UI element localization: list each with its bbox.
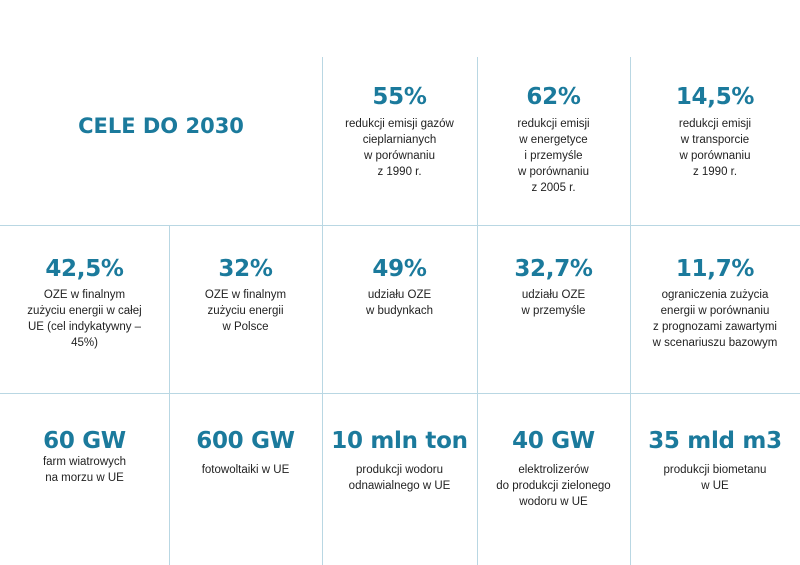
target-value: 10 mln ton — [331, 428, 468, 454]
target-value: 35 mld m3 — [648, 428, 782, 454]
target-description: elektrolizerów do produkcji zielonego wo… — [496, 464, 611, 508]
target-description: ograniczenia zużycia energii w porównani… — [652, 289, 778, 349]
target-description: OZE w finalnym zużyciu energii w całej U… — [27, 289, 142, 349]
target-cell: 11,7% ograniczenia zużycia energii w por… — [630, 256, 800, 351]
target-value: 600 GW — [196, 428, 295, 454]
target-value: 42,5% — [45, 256, 124, 282]
target-description: OZE w finalnym zużyciu energii w Polsce — [204, 289, 287, 333]
target-value: 40 GW — [512, 428, 595, 454]
target-description: udziału OZE w budynkach — [365, 289, 434, 317]
grid-divider — [169, 225, 170, 565]
target-cell: 35 mld m3 produkcji biometanu w UE — [630, 428, 800, 494]
page-title: CELE DO 2030 — [78, 114, 244, 138]
target-description: farm wiatrowych na morzu w UE — [42, 456, 127, 484]
target-value: 32,7% — [514, 256, 593, 282]
target-cell: 40 GW elektrolizerów do produkcji zielon… — [477, 428, 630, 510]
target-cell: 14,5% redukcji emisji w transporcie w po… — [630, 84, 800, 180]
target-value: 62% — [526, 84, 581, 110]
target-cell: 55% redukcji emisji gazów cieplarnianych… — [322, 84, 477, 180]
grid-divider — [0, 225, 800, 226]
grid-divider — [0, 393, 800, 394]
target-description: fotowoltaiki w UE — [201, 464, 290, 476]
target-value: 60 GW — [43, 428, 126, 454]
target-cell: 32,7% udziału OZE w przemyśle — [477, 256, 630, 319]
target-value: 14,5% — [675, 84, 755, 110]
target-value: 55% — [372, 84, 427, 110]
target-value: 11,7% — [675, 256, 755, 282]
target-cell: 60 GW farm wiatrowych na morzu w UE — [0, 428, 169, 486]
target-description: produkcji wodoru odnawialnego w UE — [348, 464, 451, 492]
target-cell: 600 GW fotowoltaiki w UE — [169, 428, 322, 478]
target-description: produkcji biometanu w UE — [663, 464, 767, 492]
grid-divider — [322, 57, 323, 565]
target-cell: 32% OZE w finalnym zużyciu energii w Pol… — [169, 256, 322, 335]
target-description: redukcji emisji w energetyce i przemyśle… — [517, 118, 590, 194]
target-description: redukcji emisji w transporcie w porównan… — [678, 118, 752, 178]
target-value: 49% — [372, 256, 427, 282]
grid-divider — [477, 57, 478, 565]
target-cell: 62% redukcji emisji w energetyce i przem… — [477, 84, 630, 196]
target-cell: 42,5% OZE w finalnym zużyciu energii w c… — [0, 256, 169, 351]
target-description: udziału OZE w przemyśle — [521, 289, 586, 317]
target-cell: 10 mln ton produkcji wodoru odnawialnego… — [322, 428, 477, 494]
target-value: 32% — [218, 256, 273, 282]
grid-divider — [630, 57, 631, 565]
target-description: redukcji emisji gazów cieplarnianych w p… — [345, 118, 454, 178]
target-cell: 49% udziału OZE w budynkach — [322, 256, 477, 319]
